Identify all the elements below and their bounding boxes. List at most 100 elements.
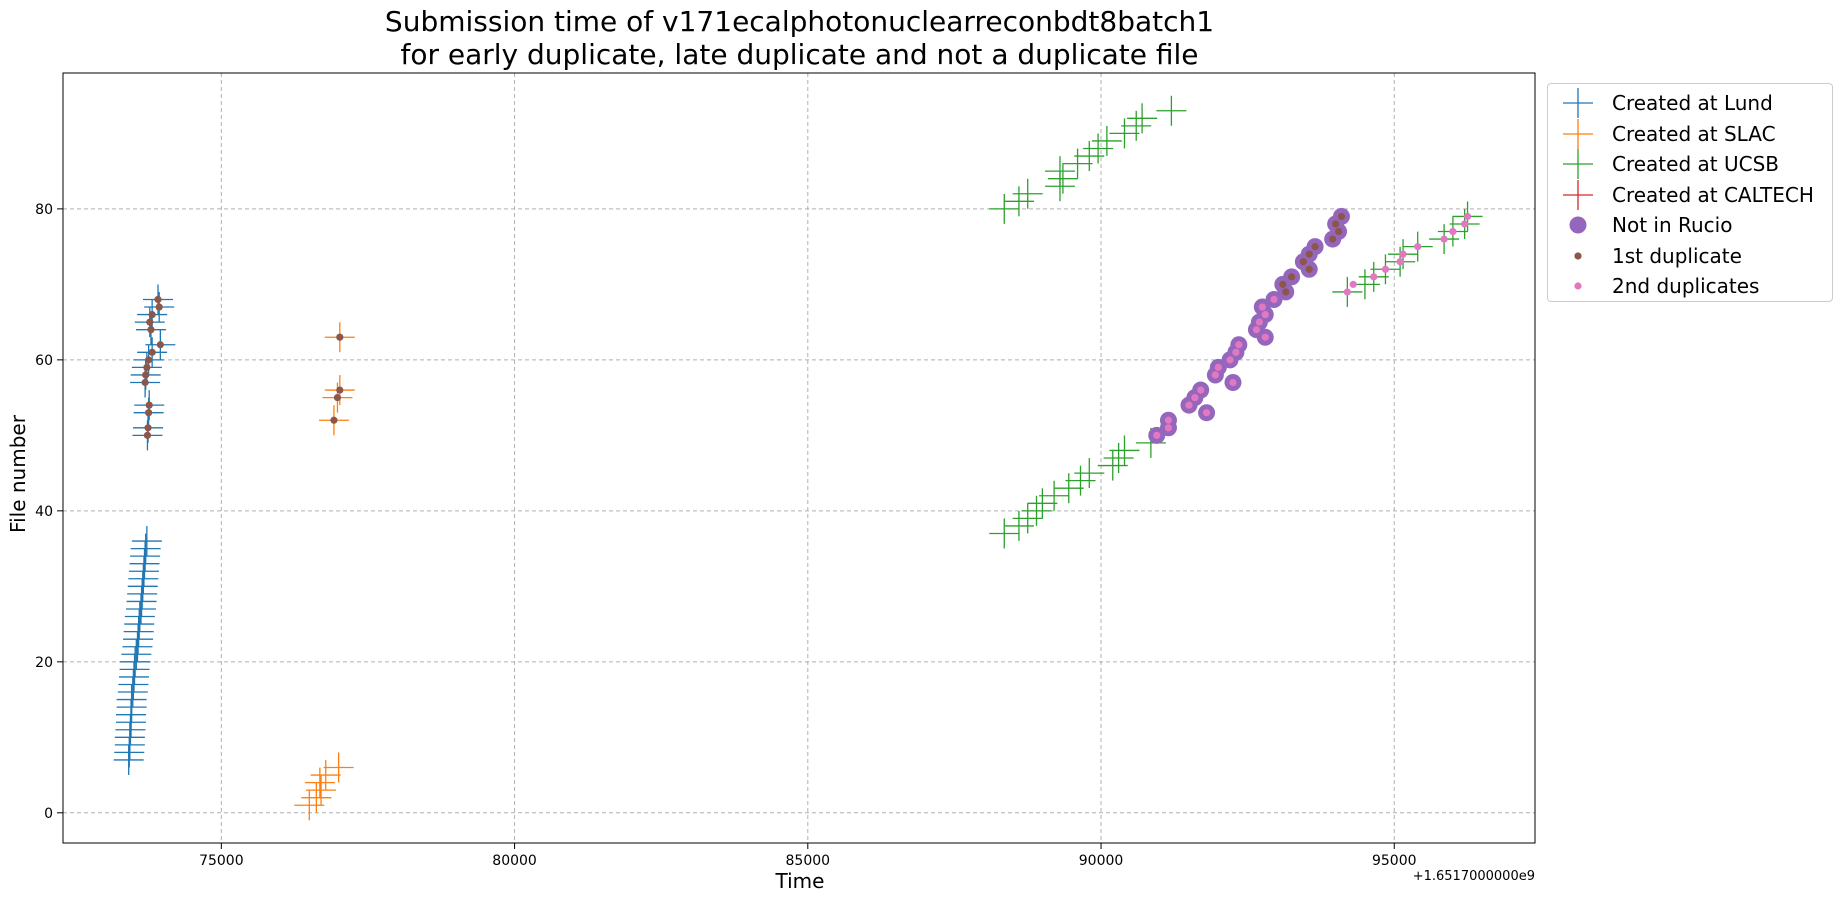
data-point <box>143 431 152 439</box>
data-point <box>310 760 341 791</box>
y-axis-label: File number <box>6 414 30 533</box>
legend-item: Created at Lund <box>1548 88 1832 118</box>
legend-marker <box>1574 251 1582 260</box>
data-point <box>1396 258 1404 266</box>
x-axis-label: Time <box>775 869 825 893</box>
legend-label: 2nd duplicates <box>1612 274 1760 298</box>
data-point <box>1440 235 1448 243</box>
data-point <box>141 378 149 387</box>
data-point <box>294 790 325 821</box>
data-point <box>1021 495 1052 526</box>
data-point <box>1270 295 1278 304</box>
data-point <box>336 333 344 341</box>
data-point <box>1370 273 1378 281</box>
data-point <box>1232 348 1240 356</box>
data-point <box>1202 409 1211 417</box>
data-point <box>1414 243 1422 251</box>
data-point <box>1258 303 1266 311</box>
data-point <box>144 424 152 432</box>
legend-label: Created at Lund <box>1612 91 1773 115</box>
chart-title: Submission time of v171ecalphotonuclearr… <box>63 5 1536 71</box>
series-2 <box>989 95 1483 549</box>
x-tick-label: 90000 <box>1079 853 1124 869</box>
data-point <box>145 401 153 409</box>
data-point <box>1349 280 1357 288</box>
data-point <box>1027 488 1058 519</box>
series-layer <box>113 95 1483 821</box>
data-point <box>154 295 162 304</box>
data-point <box>145 409 153 417</box>
legend-label: Created at UCSB <box>1612 152 1779 176</box>
data-point <box>1282 288 1290 296</box>
data-point <box>116 684 147 715</box>
data-point <box>1299 258 1307 266</box>
chart-title-line-2: for early duplicate, late duplicate and … <box>400 38 1199 71</box>
data-point <box>304 767 335 798</box>
data-point <box>323 752 354 783</box>
axis-ticks: 75000 80000 85000 90000 95000 0 20 40 60 80 <box>35 202 1416 869</box>
data-point <box>1065 465 1096 496</box>
y-tick-label: 80 <box>35 202 53 218</box>
legend-item: 2nd duplicates <box>1548 271 1832 301</box>
series-4 <box>1148 207 1350 444</box>
data-point <box>1329 235 1337 243</box>
data-point <box>1109 118 1140 149</box>
legend-item: Created at UCSB <box>1548 149 1832 179</box>
data-point <box>1074 458 1105 489</box>
legend-marker-shape <box>1563 149 1593 179</box>
data-point <box>1121 110 1152 141</box>
data-point <box>1197 386 1205 394</box>
y-tick-label: 40 <box>35 504 53 520</box>
data-point <box>120 646 151 677</box>
legend-marker-shape <box>1563 88 1593 118</box>
legend-marker <box>1563 88 1593 118</box>
data-point <box>148 310 156 319</box>
series-6 <box>1153 212 1472 439</box>
x-axis-offset-text: +1.6517000000e9 <box>1413 869 1535 884</box>
data-point <box>1164 416 1173 424</box>
y-tick-label: 20 <box>35 655 53 671</box>
data-point <box>1083 133 1114 164</box>
data-point <box>989 193 1020 224</box>
data-point <box>1311 243 1319 251</box>
data-point <box>1062 148 1093 179</box>
data-point <box>1305 265 1313 273</box>
data-point <box>301 782 332 813</box>
data-point <box>1191 394 1199 402</box>
data-point <box>1305 250 1313 258</box>
data-point <box>1074 141 1105 172</box>
chart-title-line-1: Submission time of v171ecalphotonuclearr… <box>384 5 1215 38</box>
data-point <box>1255 318 1263 326</box>
data-point <box>1127 103 1158 134</box>
legend-marker-shape <box>1563 179 1593 210</box>
legend-marker <box>1563 149 1593 179</box>
data-point <box>1399 250 1407 258</box>
legend-marker <box>1569 216 1587 234</box>
data-point <box>1334 227 1343 236</box>
data-point <box>1226 356 1234 364</box>
data-point <box>1109 435 1140 466</box>
data-point <box>121 639 152 670</box>
data-point <box>155 303 163 311</box>
data-point <box>1332 220 1340 228</box>
data-point <box>333 394 342 402</box>
data-point <box>1235 341 1243 349</box>
data-point <box>1164 424 1173 432</box>
data-point <box>142 371 150 379</box>
data-point <box>1103 443 1134 473</box>
grid-lines <box>63 73 1535 843</box>
legend-item: 1st duplicate <box>1548 241 1832 271</box>
data-point <box>148 348 156 356</box>
legend-marker-shape <box>1574 251 1582 260</box>
legend-item: Created at SLAC <box>1548 118 1832 149</box>
legend-marker-shape <box>1574 282 1582 290</box>
data-point <box>1003 510 1034 541</box>
data-point <box>1053 473 1084 504</box>
data-point <box>1153 431 1161 439</box>
data-point <box>1343 288 1351 296</box>
data-point <box>147 326 155 334</box>
data-point <box>145 356 153 364</box>
legend-marker-shape <box>1563 118 1593 149</box>
data-point <box>1156 95 1187 126</box>
data-point <box>156 341 164 349</box>
